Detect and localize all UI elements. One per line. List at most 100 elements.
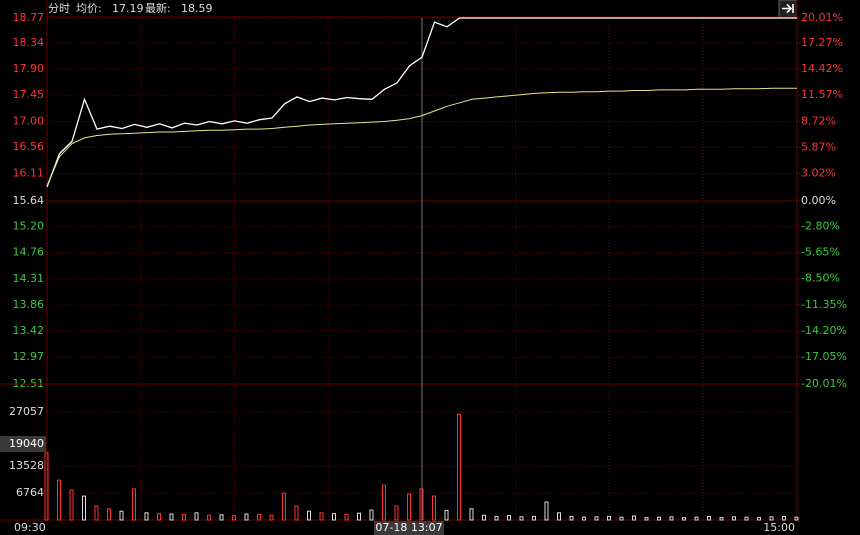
mode-label: 分时 <box>48 2 70 15</box>
y2-tick-label: -2.80% <box>801 220 840 233</box>
volume-bar <box>719 517 724 521</box>
volume-bar <box>757 517 761 521</box>
y-tick-label: 14.31 <box>13 272 45 285</box>
y-tick-label: 12.97 <box>13 350 45 363</box>
volume-bar <box>657 516 661 521</box>
volume-bar <box>532 515 536 521</box>
y-tick-label: 16.11 <box>13 167 45 180</box>
y-tick-label: 17.45 <box>13 88 45 101</box>
crosshair-time-box <box>374 521 444 535</box>
volume-bar <box>194 512 199 521</box>
volume-bar <box>44 452 49 521</box>
volume-bar <box>407 493 411 521</box>
volume-bar <box>469 508 474 521</box>
volume-bar <box>319 512 324 521</box>
y-tick-label: 14.76 <box>13 245 45 258</box>
volume-tick-label: 27057 <box>9 405 44 418</box>
volume-bar <box>219 514 224 521</box>
y2-tick-label: -11.35% <box>801 298 847 311</box>
crosshair-time: 07-18 13:07 <box>375 521 442 534</box>
volume-bar <box>369 509 374 521</box>
volume-bar <box>332 513 336 521</box>
volume-bar <box>82 495 86 521</box>
y2-tick-label: -14.20% <box>801 324 847 337</box>
volume-bar <box>594 516 599 521</box>
y-tick-label: 15.64 <box>13 194 45 207</box>
volume-bar <box>382 484 386 521</box>
volume-bar <box>519 516 524 521</box>
x-tick-label: 15:00 <box>763 521 795 534</box>
last-value: 18.59 <box>181 2 213 15</box>
volume-bar <box>419 488 424 521</box>
volume-bar <box>694 516 699 521</box>
crosshair-value-box <box>0 435 46 452</box>
volume-bar <box>169 513 174 521</box>
volume-bar <box>157 513 161 521</box>
y2-tick-label: 0.00% <box>801 194 836 207</box>
y2-tick-label: 14.42% <box>801 62 843 75</box>
volume-bar <box>57 479 61 521</box>
avg-value: 17.19 <box>112 2 144 15</box>
volume-bar <box>782 515 786 521</box>
volume-bar <box>269 514 274 521</box>
volume-bar <box>632 515 636 521</box>
volume-bar <box>619 516 624 521</box>
volume-bar <box>494 515 499 521</box>
volume-bar <box>569 515 574 521</box>
volume-bar <box>94 505 99 521</box>
button-icon[interactable] <box>782 3 794 14</box>
volume-bar <box>232 515 236 521</box>
y-tick-label: 16.56 <box>13 140 45 153</box>
expand-button[interactable] <box>778 0 798 18</box>
y-tick-label: 18.77 <box>13 11 45 24</box>
y-tick-label: 17.00 <box>13 114 45 127</box>
volume-bar <box>257 513 261 521</box>
y-tick-label: 15.20 <box>13 220 45 233</box>
volume-tick-label: 6764 <box>16 486 44 499</box>
volume-bar <box>244 513 249 521</box>
volume-bar <box>107 508 111 521</box>
y2-tick-label: 8.72% <box>801 114 836 127</box>
volume-bar <box>282 492 286 521</box>
y2-tick-label: -5.65% <box>801 246 840 259</box>
volume-bar <box>669 516 674 521</box>
y2-tick-label: -17.05% <box>801 350 847 363</box>
volume-bar <box>444 509 449 521</box>
volume-bar <box>607 515 611 521</box>
volume-bar <box>582 516 586 521</box>
volume-bar <box>207 514 211 521</box>
volume-bar <box>357 512 361 521</box>
volume-bar <box>394 505 399 521</box>
volume-bar <box>707 515 711 521</box>
volume-bar <box>132 488 136 521</box>
avg-label: 均价: <box>76 2 102 15</box>
volume-bar <box>69 489 74 521</box>
volume-bar <box>182 513 186 521</box>
volume-bar <box>432 495 436 521</box>
volume-bar <box>307 510 311 521</box>
y2-tick-label: 17.27% <box>801 36 843 49</box>
volume-bar <box>544 501 549 521</box>
volume-bar <box>682 517 686 521</box>
x-tick-label: 09:30 <box>14 521 46 534</box>
volume-bar <box>144 512 149 521</box>
volume-bar <box>732 516 736 521</box>
volume-bar <box>482 514 486 521</box>
volume-bar <box>744 516 749 521</box>
last-label: 最新: <box>145 1 171 15</box>
y2-tick-label: 5.87% <box>801 140 836 153</box>
y2-tick-label: -8.50% <box>801 272 840 285</box>
y-tick-label: 13.42 <box>13 324 45 337</box>
volume-bar <box>644 517 649 521</box>
volume-tick-label: 13528 <box>9 459 44 472</box>
volume-bar <box>457 413 461 521</box>
y2-tick-label: 20.01% <box>801 11 843 24</box>
y2-tick-label: 11.57% <box>801 88 843 101</box>
volume-bar <box>119 510 124 521</box>
y2-tick-label: -20.01% <box>801 377 847 390</box>
volume-bar <box>794 516 799 521</box>
y2-tick-label: 3.02% <box>801 166 836 179</box>
